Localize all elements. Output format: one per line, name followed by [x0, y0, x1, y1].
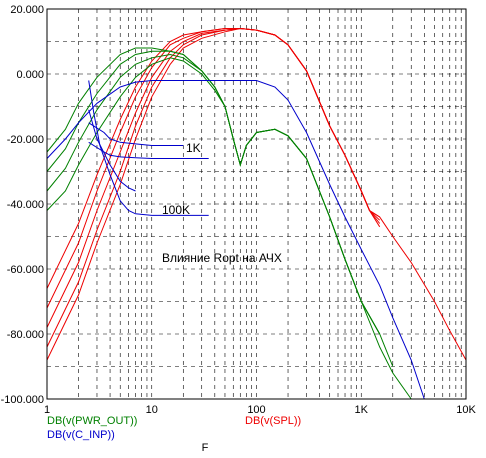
y-tick-label: -20.000: [7, 134, 44, 146]
series-line-red-4: [46, 28, 381, 289]
x-tick-label: 10K: [456, 404, 476, 416]
label-100k: 100K: [162, 203, 190, 217]
legend-c-inp: DB(v(C_INP)): [47, 429, 115, 441]
legend-pwr-out: DB(v(PWR_OUT)): [47, 415, 137, 427]
y-tick-label: 0.000: [16, 69, 44, 81]
y-tick-label: -80.000: [7, 329, 44, 341]
series-line-blue-9: [46, 80, 425, 400]
y-tick-label: -60.000: [7, 264, 44, 276]
x-tick-label: 1K: [355, 404, 369, 416]
x-axis-label: F: [202, 442, 209, 454]
x-tick-label: 100: [247, 404, 265, 416]
y-tick-label: -100.000: [1, 394, 44, 406]
series-line-blue-13: [88, 109, 136, 192]
plot-frame: [46, 8, 467, 400]
series-line-blue-10: [88, 141, 209, 159]
series-line-blue-12: [88, 80, 209, 216]
x-tick-label: 10: [146, 404, 158, 416]
y-tick-label: -40.000: [7, 199, 44, 211]
series-layer: [46, 27, 467, 400]
grid-lines: [47, 9, 466, 399]
tick-labels: 20.000 0.000 -20.000 -40.000 -60.000 -80.000 -…: [1, 4, 477, 416]
series-line-blue-11: [88, 122, 184, 146]
label-1k: 1K: [186, 141, 201, 155]
series-line-green-6: [46, 53, 394, 367]
x-tick-label: 1: [44, 404, 50, 416]
annotation-text: Влияние Ropt на АЧХ: [162, 251, 282, 265]
y-tick-label: 20.000: [10, 4, 44, 16]
legend-spl: DB(v(SPL)): [245, 415, 301, 427]
series-line-green-8: [46, 47, 381, 335]
